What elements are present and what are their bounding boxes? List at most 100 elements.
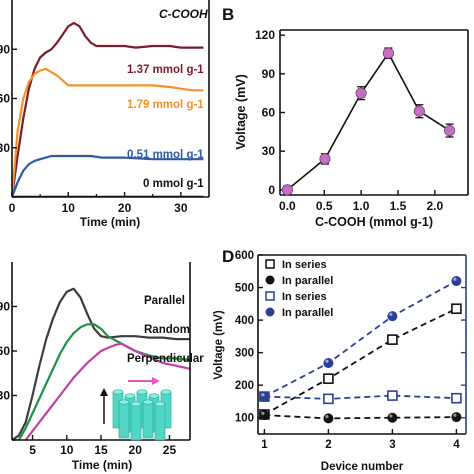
d-ytick-label-4: 500 <box>235 283 254 295</box>
d-ytick-label-5: 600 <box>235 250 254 262</box>
c-xtick-label-3: 20 <box>129 443 143 457</box>
legend-label-parallel-black: In parallel <box>282 275 333 287</box>
data-point-b-4 <box>413 105 425 117</box>
fiber-top-3 <box>148 393 160 399</box>
y-axis-label-b: Voltage (mV) <box>234 74 248 149</box>
fiber-body-7 <box>142 401 154 439</box>
series-line-c-1 <box>17 323 191 440</box>
data-point-d-3-0 <box>259 391 270 402</box>
b-xtick-label-1: 0.5 <box>316 199 333 213</box>
d-xtick-label-2: 3 <box>389 439 395 451</box>
fiber-body-5 <box>118 401 130 439</box>
series-line-c-2 <box>24 342 191 440</box>
d-ytick-label-3: 400 <box>235 315 254 327</box>
axes-d: 1 2 3 4 100 200 300 400 500 600 <box>235 250 467 451</box>
fiber-top-8 <box>154 401 166 407</box>
b-xtick-label-4: 2.0 <box>426 199 443 213</box>
data-point-b-3 <box>382 47 394 59</box>
a-xtick-label-1: 10 <box>62 201 76 215</box>
a-ytick-label-2: 90 <box>0 42 10 56</box>
c-ytick-label-0: 30 <box>0 389 10 403</box>
data-point-b-5 <box>443 124 456 137</box>
data-point-d-3-3 <box>451 276 462 287</box>
fiber-top-5 <box>118 399 130 405</box>
b-ytick-label-3: 90 <box>262 67 276 81</box>
legend-marker-parallel-black <box>265 275 275 285</box>
series-label-perpendicular: Perpendicular <box>127 353 204 365</box>
data-point-d-3-1 <box>323 358 334 369</box>
b-ytick-label-4: 120 <box>255 28 275 42</box>
legend-marker-series-black <box>265 259 275 269</box>
b-ytick-label-2: 60 <box>262 106 276 120</box>
data-point-b-1 <box>319 153 331 165</box>
d-xtick-label-3: 4 <box>453 439 460 451</box>
plot-area-d <box>259 276 462 424</box>
data-point-shine-d-3-0 <box>261 393 265 397</box>
b-ytick-label-1: 30 <box>262 144 276 158</box>
plot-area-a <box>12 21 204 197</box>
fiber-top-4 <box>160 389 172 395</box>
c-ytick-label-2: 90 <box>0 300 10 314</box>
data-point-b-0 <box>281 184 293 196</box>
c-xtick-label-2: 15 <box>94 443 108 457</box>
d-ytick-label-2: 300 <box>235 348 254 360</box>
series-line-a-0 <box>12 21 204 197</box>
legend-label-series-blue: In series <box>282 291 327 303</box>
data-point-d-1-0 <box>259 410 270 421</box>
d-ytick-label-0: 100 <box>235 413 254 425</box>
data-point-shine-d-1-0 <box>261 411 265 415</box>
legend-title-a: C-COOH <box>159 7 208 21</box>
fiber-body-6 <box>130 403 142 441</box>
series-line-d-2 <box>264 394 457 400</box>
panel-b: B 0.0 0.5 1.0 1.5 2.0 0 30 60 90 120 Voltage (mV)… <box>222 5 469 229</box>
fiber-bundle-icon <box>112 389 172 441</box>
data-point-d-0-3 <box>451 303 462 315</box>
b-xtick-label-0: 0.0 <box>279 199 296 213</box>
b-xtick-label-2: 1.0 <box>353 199 370 213</box>
aligned-fiber-illustration <box>100 377 172 441</box>
x-axis-label-a: Time (min) <box>80 215 140 229</box>
panel-d: D 1 2 3 4 100 200 300 400 500 600 In series In pa… <box>213 247 467 473</box>
a-xtick-label-2: 20 <box>118 201 132 215</box>
series-line-a-1 <box>12 67 204 197</box>
series-line-a-2 <box>12 154 204 197</box>
plot-area-b <box>281 47 456 196</box>
data-point-b-2 <box>355 87 367 99</box>
x-axis-label-b: C-COOH (mmol g-1) <box>315 215 433 229</box>
plot-area-c <box>12 287 191 440</box>
ticks-d: 1 2 3 4 100 200 300 400 500 600 <box>235 250 466 451</box>
legend-d: In series In parallel In series In paral… <box>265 259 333 319</box>
ticks-a: 0 10 20 30 30 60 90 <box>0 42 188 215</box>
fiber-top-1 <box>124 393 136 399</box>
legend-label-series-black: In series <box>282 259 327 271</box>
fiber-top-2 <box>136 389 148 395</box>
data-point-shine-d-1-2 <box>389 414 393 418</box>
panel-c: 5 10 15 20 25 30 60 90 Parallel Random Perpendi… <box>0 262 204 472</box>
axes-a: 0 10 20 30 30 60 90 <box>0 0 210 215</box>
d-xtick-label-1: 2 <box>325 439 331 451</box>
legend-label-parallel-blue: In parallel <box>282 307 333 319</box>
c-xtick-label-0: 5 <box>29 443 36 457</box>
series-line-c-0 <box>12 287 190 440</box>
fiber-top-7 <box>142 399 154 405</box>
data-point-d-2-1 <box>323 393 334 405</box>
data-point-d-0-2 <box>387 334 398 345</box>
data-point-d-2-3 <box>451 392 462 404</box>
series-line-d-0 <box>263 307 457 416</box>
c-xtick-label-4: 25 <box>163 443 177 457</box>
legend-marker-series-blue <box>265 291 275 301</box>
panel-a: 0 10 20 30 30 60 90 C-COOH 1.37 mmol g-1 1.79 … <box>0 0 210 229</box>
ticks-b: 0.0 0.5 1.0 1.5 2.0 0 30 60 90 120 <box>255 28 444 213</box>
data-point-shine-d-3-3 <box>453 277 457 281</box>
series-label-179: 1.79 mmol g-1 <box>127 99 204 111</box>
legend-marker-parallel-blue <box>265 307 275 317</box>
data-point-shine-d-1-1 <box>325 414 329 419</box>
data-point-shine-d-3-2 <box>389 312 393 316</box>
series-line-b <box>286 52 451 191</box>
b-xtick-label-3: 1.5 <box>390 199 407 213</box>
axes-b: 0.0 0.5 1.0 1.5 2.0 0 30 60 90 120 <box>255 28 469 213</box>
data-point-shine-d-3-1 <box>325 359 329 363</box>
fiber-top-0 <box>112 389 124 395</box>
d-ytick-label-1: 200 <box>235 380 254 392</box>
